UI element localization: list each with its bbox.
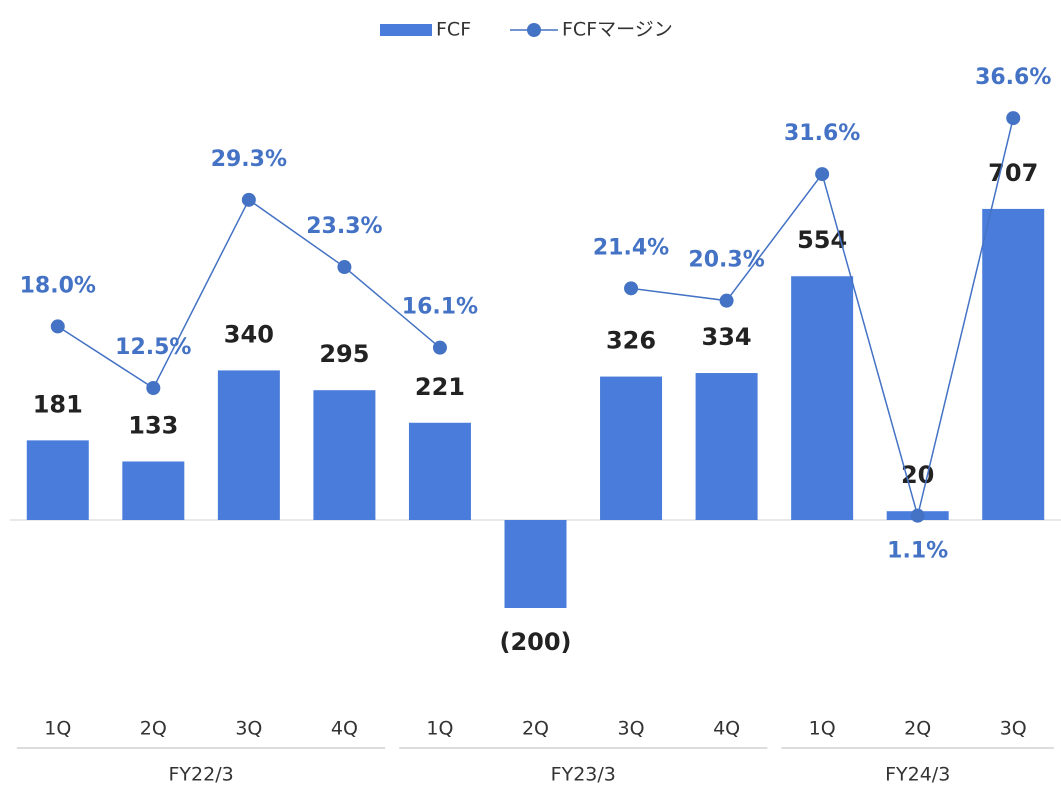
x-tick-label: 3Q <box>1000 718 1027 740</box>
line-marker <box>432 340 447 355</box>
bar <box>504 520 567 608</box>
line-value-label: 12.5% <box>115 335 191 360</box>
legend-label: FCF <box>436 19 471 41</box>
line-value-label: 31.6% <box>784 121 860 146</box>
group-label: FY23/3 <box>551 764 616 786</box>
bar-value-label: 334 <box>702 323 752 351</box>
x-tick-label: 3Q <box>618 718 645 740</box>
bar <box>408 422 471 520</box>
x-tick-label: 1Q <box>426 718 453 740</box>
bar-value-label: 707 <box>988 159 1038 187</box>
x-tick-label: 1Q <box>809 718 836 740</box>
x-tick-label: 3Q <box>235 718 262 740</box>
x-tick-label: 1Q <box>44 718 71 740</box>
bar-value-label: (200) <box>499 628 571 656</box>
x-tick-label: 2Q <box>522 718 549 740</box>
line-value-label: 21.4% <box>593 235 669 260</box>
line-marker <box>910 508 925 523</box>
line-value-label: 16.1% <box>402 295 478 320</box>
line-marker <box>719 293 734 308</box>
group-label: FY22/3 <box>168 764 233 786</box>
bar-value-label: 554 <box>797 226 847 254</box>
bar-value-label: 133 <box>128 411 178 439</box>
line-marker <box>1006 111 1021 126</box>
line-marker <box>815 167 830 182</box>
bar-value-label: 326 <box>606 327 656 355</box>
group-label: FY24/3 <box>885 764 950 786</box>
legend-label: FCFマージン <box>562 19 673 41</box>
line-marker <box>337 260 352 275</box>
bar <box>695 373 758 520</box>
x-tick-label: 2Q <box>904 718 931 740</box>
line-marker <box>624 281 639 296</box>
line-value-label: 36.6% <box>975 65 1051 90</box>
bar-value-label: 340 <box>224 320 274 348</box>
x-tick-label: 4Q <box>713 718 740 740</box>
bar <box>600 376 663 520</box>
bar <box>791 276 854 520</box>
legend-swatch-marker <box>527 23 541 37</box>
bar <box>982 208 1045 521</box>
bar <box>122 461 185 520</box>
x-tick-label: 4Q <box>331 718 358 740</box>
line-value-label: 1.1% <box>887 539 948 564</box>
line-marker <box>50 319 65 334</box>
line-value-label: 23.3% <box>306 214 382 239</box>
legend-swatch <box>380 24 432 36</box>
line-value-label: 18.0% <box>20 273 96 298</box>
x-tick-label: 2Q <box>140 718 167 740</box>
bar-value-label: 221 <box>415 373 465 401</box>
bar-value-label: 295 <box>319 340 369 368</box>
bar <box>313 390 376 520</box>
line-value-label: 20.3% <box>688 248 764 273</box>
line-marker <box>241 192 256 207</box>
line-value-label: 29.3% <box>211 147 287 172</box>
line-marker <box>146 381 161 395</box>
bar-value-label: 181 <box>33 390 83 418</box>
line <box>57 117 1014 519</box>
bar <box>26 440 89 520</box>
bar <box>217 370 280 520</box>
